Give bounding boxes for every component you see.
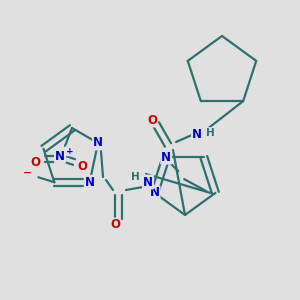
Text: N: N (161, 151, 171, 164)
Text: +: + (66, 146, 74, 155)
Text: O: O (147, 113, 157, 127)
Text: −: − (22, 168, 32, 178)
Text: O: O (77, 160, 87, 172)
Text: H: H (206, 128, 214, 138)
Text: O: O (110, 218, 120, 232)
Text: N: N (93, 136, 103, 149)
Text: N: N (55, 149, 65, 163)
Text: N: N (143, 176, 153, 188)
Text: H: H (130, 172, 140, 182)
Text: N: N (150, 186, 160, 200)
Text: N: N (192, 128, 202, 142)
Text: O: O (30, 157, 40, 169)
Text: N: N (85, 176, 94, 189)
